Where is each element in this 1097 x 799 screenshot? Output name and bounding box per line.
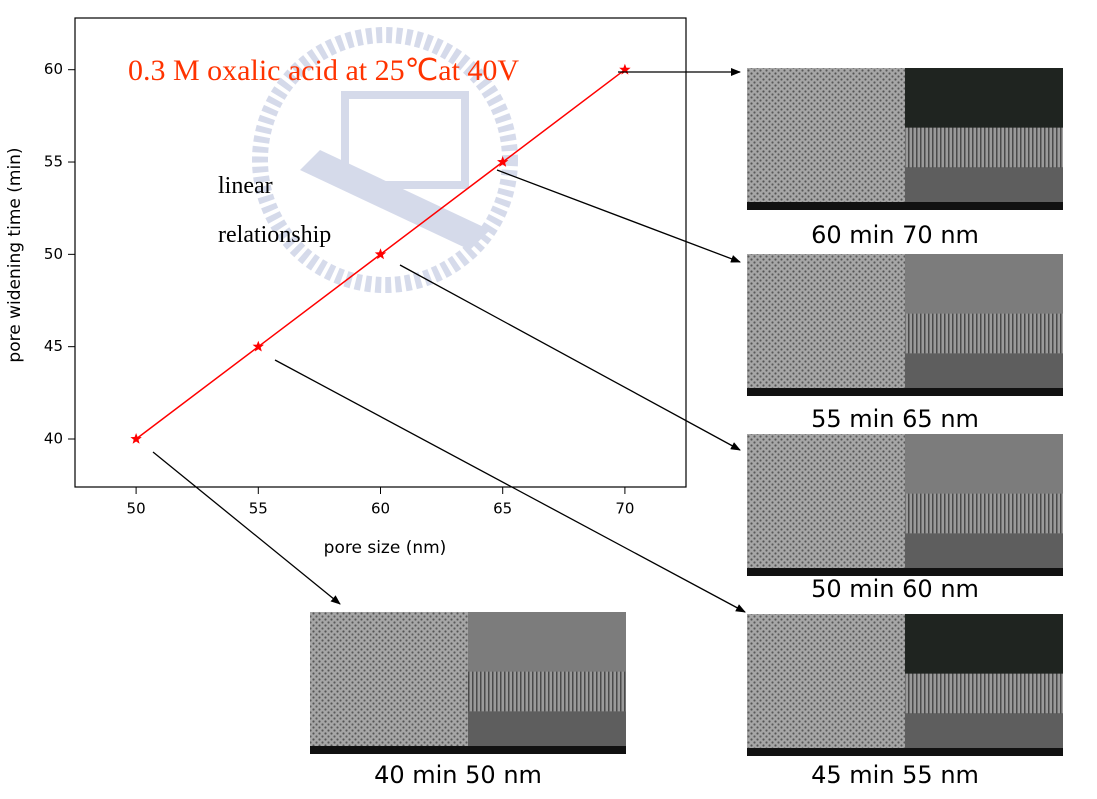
sem-top-view bbox=[747, 614, 905, 748]
sem-image bbox=[747, 614, 1063, 756]
sem-substrate bbox=[905, 533, 1063, 568]
x-tick-label: 60 bbox=[371, 500, 390, 518]
x-tick-label: 50 bbox=[127, 500, 146, 518]
image-caption: 55 min 65 nm bbox=[811, 405, 979, 433]
sem-top-view bbox=[310, 612, 468, 746]
x-tick-label: 70 bbox=[615, 500, 634, 518]
sem-substrate bbox=[905, 167, 1063, 202]
annotation: 0.3 M oxalic acid at 25℃at 40V bbox=[128, 54, 519, 87]
y-tick-label: 50 bbox=[44, 245, 63, 263]
sem-columns bbox=[905, 494, 1063, 534]
image-caption: 40 min 50 nm bbox=[374, 761, 542, 789]
sem-columns bbox=[905, 128, 1063, 168]
data-point bbox=[130, 433, 141, 444]
y-tick-label: 60 bbox=[44, 60, 63, 78]
sem-top-view bbox=[747, 254, 905, 388]
y-tick-label: 55 bbox=[44, 153, 63, 171]
sem-image bbox=[747, 434, 1063, 576]
arrow bbox=[497, 170, 740, 262]
sem-top-view bbox=[747, 434, 905, 568]
sem-columns bbox=[468, 672, 626, 712]
sem-top-view bbox=[747, 68, 905, 202]
sem-image bbox=[310, 612, 626, 754]
sem-image bbox=[747, 254, 1063, 396]
y-tick-label: 45 bbox=[44, 337, 63, 355]
sem-info-bar bbox=[747, 202, 1063, 210]
arrow bbox=[153, 452, 340, 604]
annotation: relationship bbox=[218, 222, 331, 248]
sem-substrate bbox=[905, 713, 1063, 748]
sem-info-bar bbox=[747, 388, 1063, 396]
arrows bbox=[153, 72, 745, 612]
x-tick-label: 65 bbox=[493, 500, 512, 518]
page: {"chart_data": {"type": "line", "xlabel"… bbox=[0, 0, 1097, 799]
sem-substrate bbox=[468, 711, 626, 746]
sem-image bbox=[747, 68, 1063, 210]
sem-info-bar bbox=[747, 748, 1063, 756]
arrow bbox=[400, 265, 740, 450]
sem-info-bar bbox=[310, 746, 626, 754]
image-caption: 45 min 55 nm bbox=[811, 761, 979, 789]
arrow bbox=[275, 360, 745, 612]
y-tick-label: 40 bbox=[44, 429, 63, 447]
slide: pore size (nm) pore widening time (min) … bbox=[0, 0, 1097, 799]
x-axis-label: pore size (nm) bbox=[324, 538, 447, 558]
image-caption: 60 min 70 nm bbox=[811, 221, 979, 249]
image-caption: 50 min 60 nm bbox=[811, 575, 979, 603]
sem-columns bbox=[905, 674, 1063, 714]
y-axis-label: pore widening time (min) bbox=[5, 147, 25, 362]
x-tick-label: 55 bbox=[249, 500, 268, 518]
sem-columns bbox=[905, 314, 1063, 354]
annotation: linear bbox=[218, 173, 273, 199]
sem-substrate bbox=[905, 353, 1063, 388]
